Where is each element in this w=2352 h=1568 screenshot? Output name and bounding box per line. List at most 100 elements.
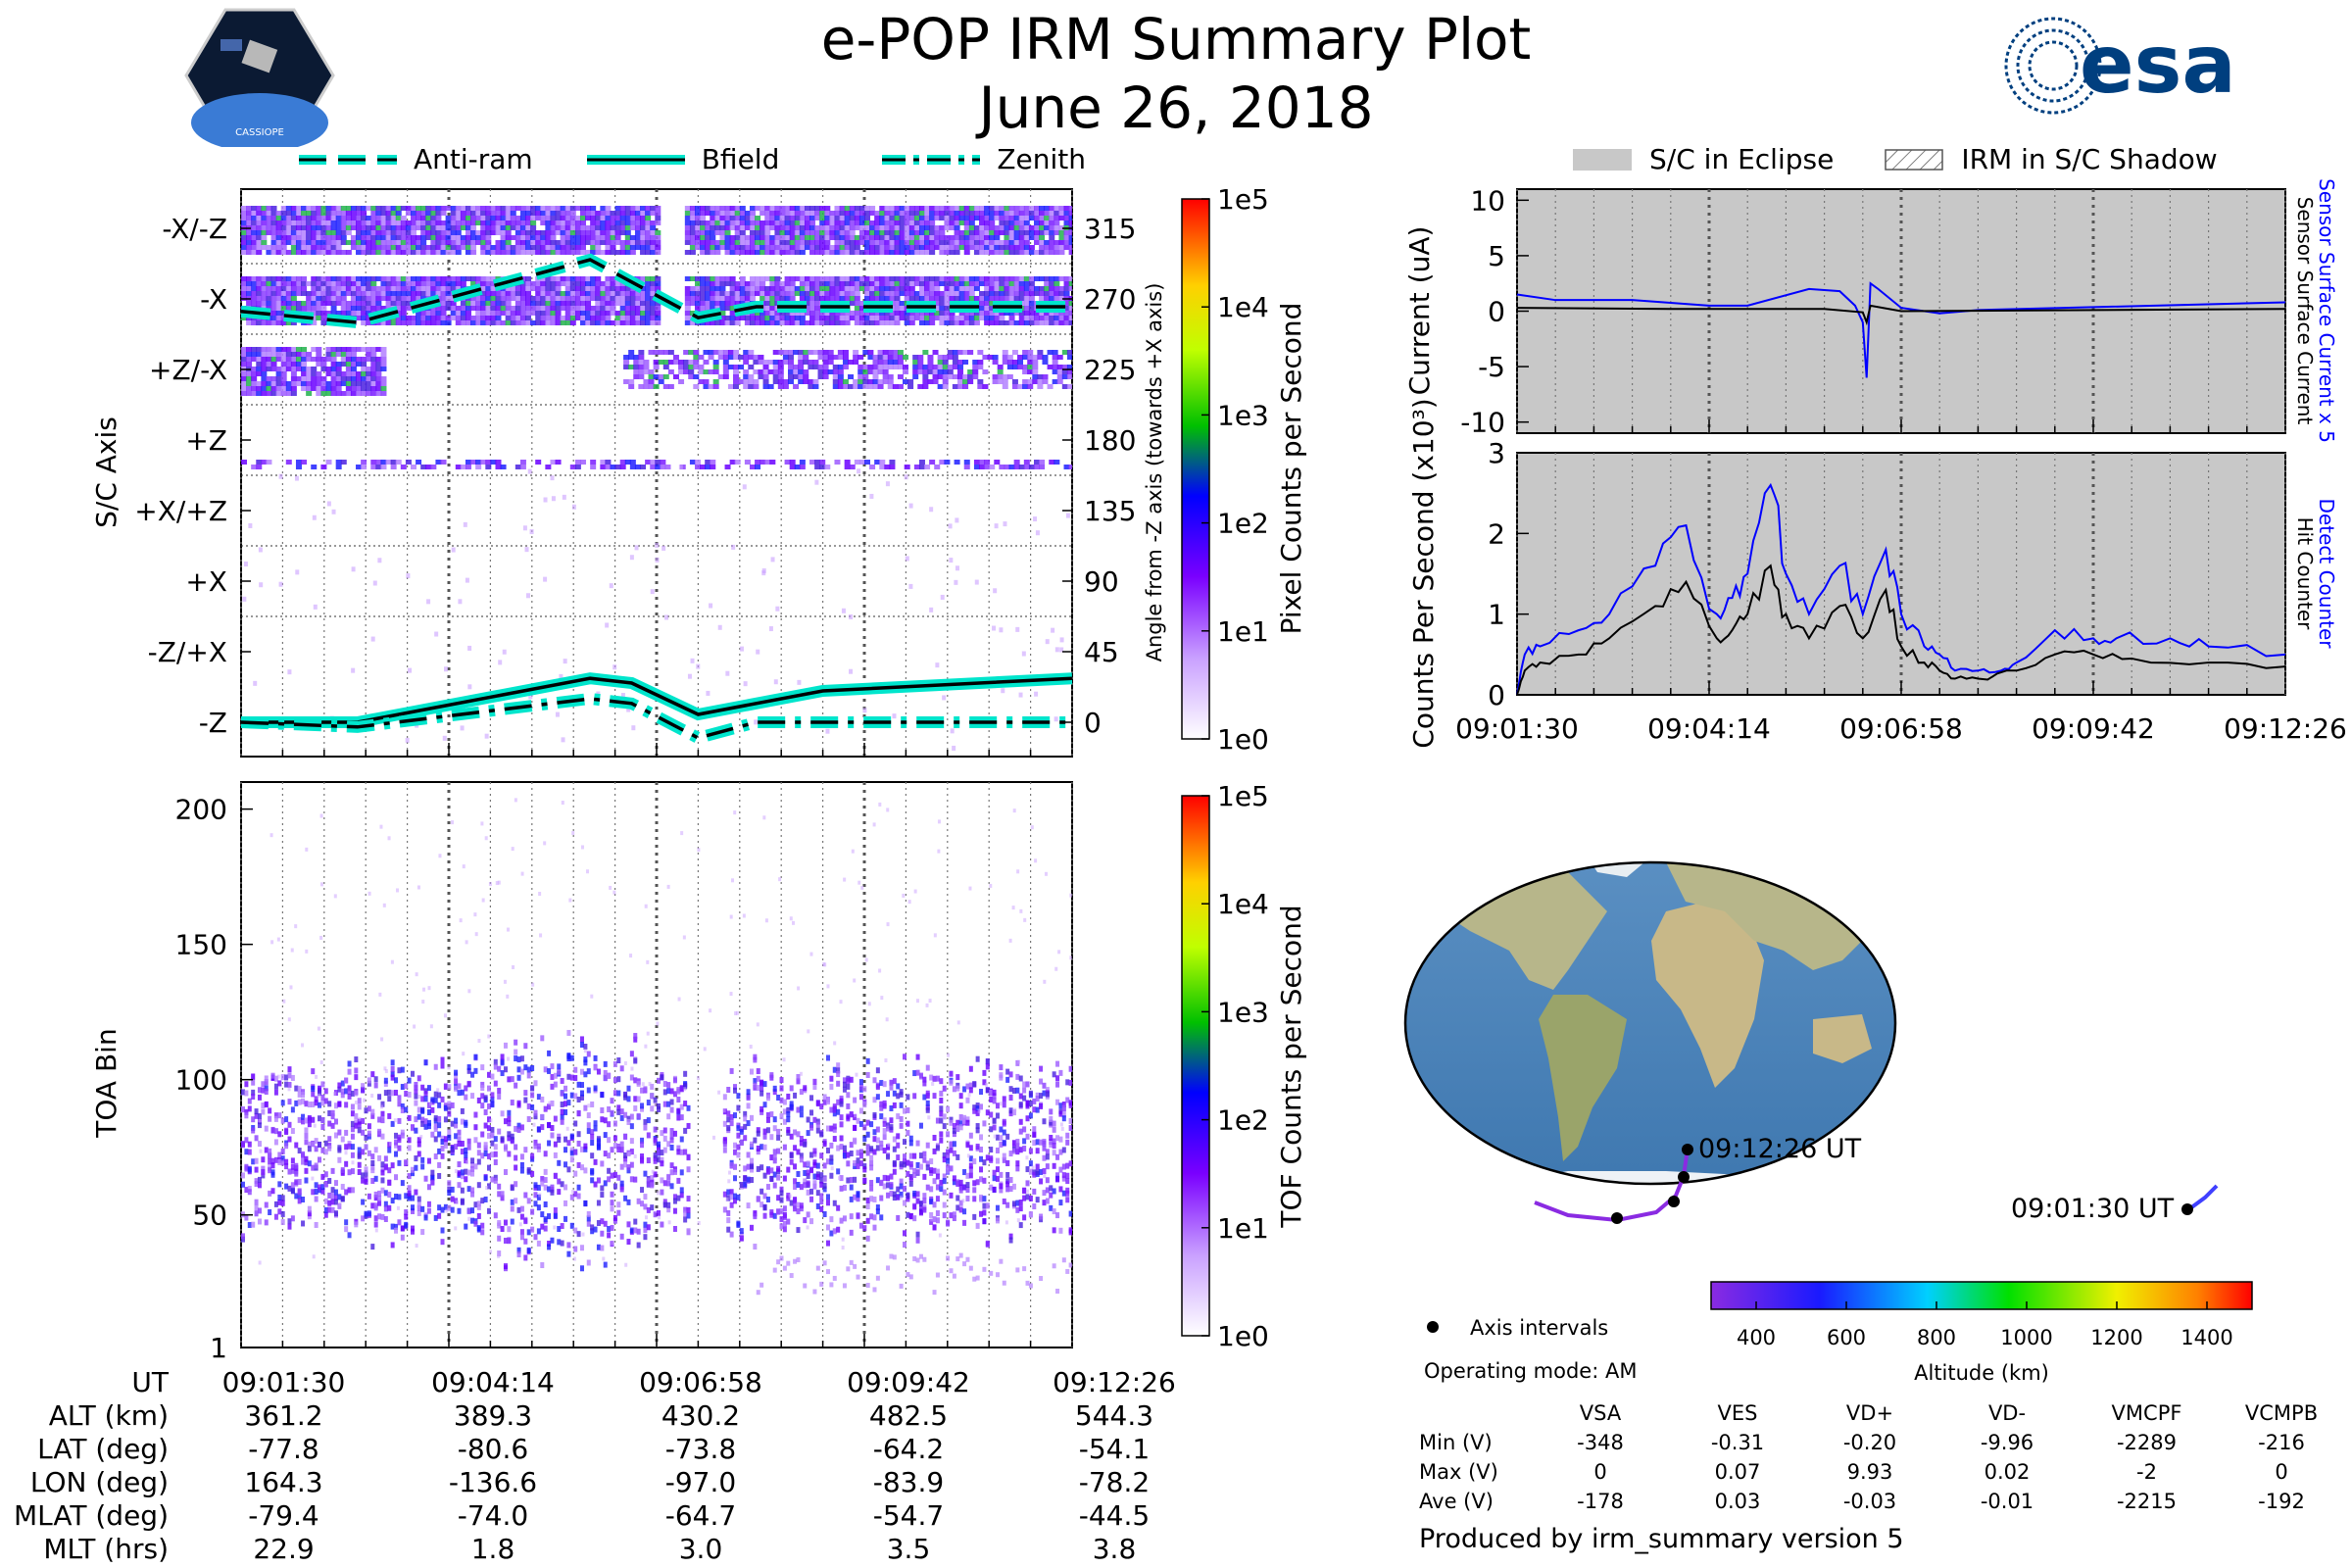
- sc-axis-heat-cell: [777, 360, 784, 365]
- sc-axis-heat-cell: [944, 240, 951, 245]
- sc-axis-heat-cell: [590, 460, 597, 465]
- sc-axis-heat-cell: [804, 216, 810, 220]
- sc-axis-heat-cell: [525, 216, 532, 220]
- sc-axis-heat-cell: [325, 291, 332, 296]
- sc-axis-heat-cell: [480, 460, 487, 465]
- sc-axis-heat-cell: [480, 320, 487, 325]
- sc-axis-heat-cell: [574, 296, 581, 301]
- sc-axis-heat-cell: [762, 379, 769, 384]
- sc-axis-heat-cell: [769, 240, 776, 245]
- sc-axis-heat-cell: [949, 286, 956, 291]
- sc-axis-sparse-cell: [377, 558, 382, 564]
- sc-axis-heat-cell: [435, 291, 442, 296]
- sc-axis-heat-cell: [779, 206, 786, 211]
- sc-axis-heat-cell: [574, 291, 581, 296]
- sc-axis-heat-cell: [540, 276, 547, 281]
- sc-axis-heat-cell: [864, 220, 870, 225]
- toa-heat-cell: [344, 1077, 349, 1084]
- sc-axis-heat-cell: [764, 291, 771, 296]
- sc-axis-heat-cell: [869, 281, 876, 286]
- sc-axis-heat-cell: [480, 216, 487, 220]
- sc-axis-heat-cell: [877, 369, 884, 374]
- sc-axis-heat-cell: [683, 365, 690, 369]
- sc-axis-heat-cell: [1028, 320, 1035, 325]
- sc-axis-heat-cell: [590, 320, 597, 325]
- sc-axis-heat-cell: [794, 220, 801, 225]
- toa-heat-cell: [373, 1195, 378, 1201]
- sc-axis-heat-cell: [844, 281, 851, 286]
- sc-axis-heat-cell: [1004, 286, 1010, 291]
- sc-axis-heat-cell: [1028, 465, 1035, 469]
- sc-axis-heat-cell: [819, 291, 826, 296]
- colorbar-tick-label: 1e1: [1217, 615, 1269, 648]
- sc-axis-heat-cell: [929, 216, 936, 220]
- sc-axis-heat-cell: [782, 350, 789, 355]
- sc-axis-heat-cell: [667, 384, 674, 389]
- sc-axis-heat-cell: [290, 362, 297, 367]
- sc-axis-heat-cell: [550, 301, 557, 306]
- sc-axis-heat-cell: [495, 211, 502, 216]
- sc-axis-heat-cell: [485, 301, 492, 306]
- sc-axis-heat-cell: [939, 301, 946, 306]
- sc-axis-heat-cell: [952, 355, 958, 360]
- sc-axis-heat-cell: [416, 286, 422, 291]
- sc-axis-heat-cell: [942, 360, 949, 365]
- sc-axis-heat-cell: [984, 240, 991, 245]
- sc-axis-heat-cell: [672, 355, 679, 360]
- sc-axis-heat-cell: [610, 230, 616, 235]
- sc-axis-heat-cell: [650, 245, 657, 250]
- sc-axis-heat-cell: [495, 311, 502, 316]
- sc-axis-heat-cell: [1013, 240, 1020, 245]
- sc-axis-heat-cell: [827, 350, 834, 355]
- sc-axis-heat-cell: [1023, 230, 1030, 235]
- sc-axis-heat-cell: [1023, 220, 1030, 225]
- sc-axis-heat-cell: [739, 286, 746, 291]
- sc-axis-heat-cell: [340, 211, 347, 216]
- sc-axis-heat-cell: [440, 211, 447, 216]
- sc-axis-heat-cell: [1054, 245, 1060, 250]
- sc-axis-heat-cell: [879, 291, 886, 296]
- sc-axis-heat-cell: [1022, 369, 1029, 374]
- sc-axis-heat-cell: [645, 211, 652, 216]
- sc-axis-heat-cell: [762, 360, 769, 365]
- sc-axis-heat-cell: [947, 350, 954, 355]
- sc-axis-heat-cell: [605, 316, 612, 320]
- sc-axis-heat-cell: [320, 311, 327, 316]
- sc-axis-heat-cell: [624, 235, 631, 240]
- sc-axis-heat-cell: [470, 301, 477, 306]
- sc-axis-sparse-cell: [467, 645, 472, 651]
- sc-axis-heat-cell: [465, 465, 471, 469]
- sc-axis-heat-cell: [495, 240, 502, 245]
- sc-axis-heat-cell: [804, 206, 810, 211]
- sc-axis-heat-cell: [755, 250, 761, 255]
- sc-axis-heat-cell: [361, 460, 368, 465]
- sc-axis-heat-cell: [405, 320, 412, 325]
- sc-axis-heat-cell: [595, 296, 602, 301]
- sc-axis-heat-cell: [435, 216, 442, 220]
- sc-axis-heat-cell: [973, 235, 980, 240]
- sc-axis-sparse-cell: [992, 625, 997, 631]
- sc-axis-heat-cell: [949, 311, 956, 316]
- sc-axis-heat-cell: [904, 320, 910, 325]
- sc-axis-heat-cell: [280, 286, 287, 291]
- sc-axis-heat-cell: [270, 347, 277, 352]
- sc-axis-heat-cell: [330, 235, 337, 240]
- sc-axis-heat-cell: [1023, 306, 1030, 311]
- sc-axis-heat-cell: [605, 206, 612, 211]
- toa-heat-cell: [361, 1199, 366, 1205]
- sc-axis-heat-cell: [954, 240, 960, 245]
- sc-axis-heat-cell: [1008, 465, 1015, 469]
- sc-axis-heat-cell: [908, 220, 915, 225]
- sc-axis-heat-cell: [530, 211, 537, 216]
- sc-axis-heat-cell: [590, 311, 597, 316]
- sc-axis-heat-cell: [744, 281, 751, 286]
- toa-heat-cell: [277, 1112, 282, 1119]
- sc-axis-heat-cell: [519, 316, 526, 320]
- sc-axis-heat-cell: [734, 291, 741, 296]
- sc-axis-heat-cell: [440, 230, 447, 235]
- sc-axis-heat-cell: [400, 230, 407, 235]
- sc-axis-heat-cell: [605, 320, 612, 325]
- sc-axis-heat-cell: [645, 320, 652, 325]
- toa-heat-cell: [268, 1158, 272, 1165]
